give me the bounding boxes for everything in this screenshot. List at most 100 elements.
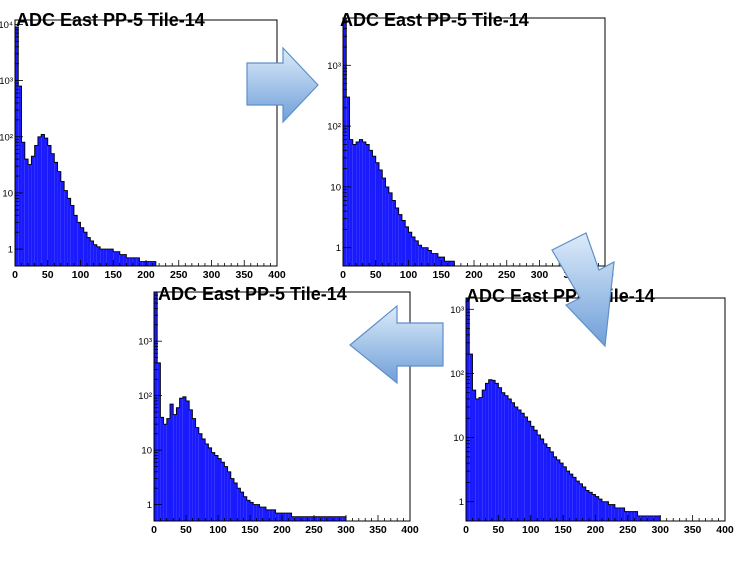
x-tick-label: 200 [137,269,155,281]
histogram-bar [129,257,133,266]
histogram-bar [415,240,419,266]
histogram-bar [451,261,455,266]
histogram-bar [123,254,127,266]
histogram-bar [385,186,389,266]
histogram-bar [304,516,308,521]
x-tick-label: 100 [209,524,227,536]
histogram-bar [511,402,515,521]
histogram-bar [592,494,596,521]
histogram-bar [272,509,276,521]
histogram-bar [498,387,502,521]
x-tick-label: 50 [370,269,382,281]
histogram-bar [119,254,124,266]
panel-title-bottom-right: ADC East PP-5 Tile-14 [466,286,655,306]
histogram-bar [339,516,343,521]
histogram-bar [595,496,599,521]
histogram-bar [234,482,238,521]
histogram-bar [601,501,606,521]
histogram-bar [285,513,289,521]
histogram-bar [149,261,153,266]
histogram-bar [240,492,244,521]
panel-title-top-right: ADC East PP-5 Tile-14 [340,10,529,30]
histogram-bar [262,507,266,521]
histogram-bar [54,162,58,266]
y-tick-label: 10² [138,391,152,402]
histogram-bar [614,507,619,521]
histogram-bar [132,257,137,266]
x-tick-label: 50 [493,524,505,536]
histogram-bar [259,507,263,521]
histogram-bar [388,192,393,266]
histogram-bar [224,466,228,521]
histogram-bar [106,249,110,266]
histogram-bar [34,145,38,266]
x-tick-label: 250 [619,524,637,536]
x-tick-label: 250 [498,269,516,281]
histogram-bar [437,257,442,266]
histogram-outline [466,297,719,522]
y-tick-label: 10³ [327,61,341,72]
histogram-bar [291,516,295,521]
histogram-bar [653,515,658,521]
histogram-bar [637,515,641,521]
histogram-bar [57,171,61,266]
histogram-bar [37,136,42,266]
histogram-bar [572,477,577,521]
x-tick-label: 400 [268,269,286,281]
histogram-bar [314,516,318,521]
histogram-bar [70,205,74,266]
y-tick-label: 1 [8,245,13,256]
histogram-bar [96,246,101,266]
histogram-bar [227,471,231,521]
histogram-bar [136,257,140,266]
histogram-bar [421,247,425,266]
y-tick-label: 10² [0,132,13,143]
histogram-bar [569,474,573,521]
histogram-bar [631,511,635,521]
histogram-bar [521,413,525,521]
x-tick-label: 350 [235,269,253,281]
histogram-bar [618,507,622,521]
histogram-bar [157,362,161,521]
histogram-bar [524,416,528,521]
histogram-bar [87,237,91,266]
x-tick-label: 300 [531,269,549,281]
histogram-bar [491,380,496,521]
histogram-bar [250,502,254,521]
histogram-bar [214,455,218,521]
histogram-bar [195,427,199,521]
histogram-bar [333,516,337,521]
histogram-bar [553,456,557,521]
x-tick-label: 200 [587,524,605,536]
histogram-bar [243,496,247,521]
histogram-bar [563,466,567,521]
histogram-bar [173,414,177,521]
histogram-panel-bottom-right: 0 50 100 150 200 250 300 350 400 1 10 10² 10³ [450,297,734,536]
histogram-bar [543,443,547,521]
x-tick-label: 300 [651,524,669,536]
histogram-bar [15,27,19,266]
histogram-bar [644,515,648,521]
histogram-bar [579,483,583,521]
histogram-bar [488,379,492,521]
histogram-bar [67,198,71,266]
arrow-left-icon [349,304,444,385]
histogram-bar [365,144,370,266]
histogram-bar [142,261,146,266]
y-tick-label: 1 [459,497,464,508]
histogram-bar [288,513,292,521]
histogram-bar [418,245,422,266]
histogram-bar [546,447,551,521]
histogram-bar [139,261,143,266]
histogram-bar [392,200,396,266]
histogram-bar [189,409,193,521]
x-tick-label: 0 [340,269,346,281]
y-tick-label: 10 [330,182,341,193]
histogram-bar [116,251,120,266]
histogram-bar [28,164,32,266]
x-tick-label: 400 [401,524,419,536]
histogram-bar [336,516,340,521]
histogram-bar [21,142,25,266]
histogram-bar [266,509,270,521]
histogram-bar [208,447,212,521]
